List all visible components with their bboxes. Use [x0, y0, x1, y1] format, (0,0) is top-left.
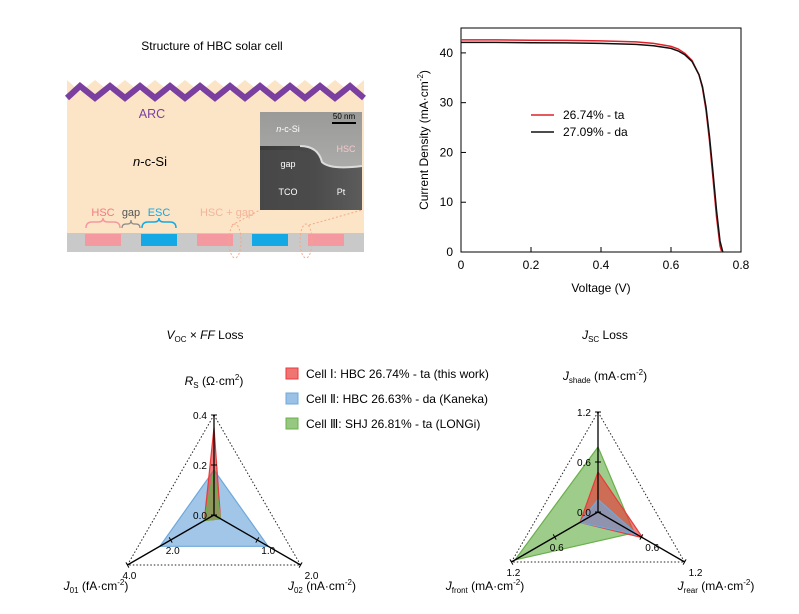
jsc-tick-label: 1.2: [689, 568, 703, 579]
jv-xtick-label: 0.2: [523, 258, 540, 272]
hsc-contact-3: [308, 234, 344, 246]
jv-legend-da: 27.09% - da: [563, 125, 628, 139]
jv-xtick-label: 0: [458, 258, 465, 272]
hsc-label: HSC: [91, 207, 114, 219]
jsc-axis-label-jrear: Jrear (mA·cm-2): [677, 578, 755, 595]
voc-tick: [168, 537, 173, 543]
n-si-label: n-c-Si: [133, 154, 167, 169]
sem-nsi-label: n-c-Si: [276, 124, 300, 134]
voc-outer-grid: [126, 413, 302, 566]
legend-cell-1: Cell Ⅰ: HBC 26.74% - ta (this work): [306, 367, 489, 381]
jv-ticks: 0 0.2 0.4 0.6 0.8 0 10 20 30 40: [440, 46, 750, 272]
jsc-tick-label: 0.6: [645, 543, 659, 554]
jv-line-ta: [461, 39, 723, 253]
jsc-axis-label-jshade: Jshade (mA·cm-2): [562, 368, 647, 385]
jsc-tick-label: 0.6: [550, 543, 564, 554]
jsc-outer-grid: [510, 410, 686, 563]
legend-swatch-cell-2: [285, 392, 299, 405]
gap-brace: [121, 219, 141, 229]
zoom-line-1: [231, 209, 261, 226]
legend-cell-2: Cell Ⅱ: HBC 26.63% - da (Kaneka): [306, 392, 488, 406]
voc-tick-label: 0.4: [193, 411, 207, 422]
zoom-line-2: [308, 209, 363, 226]
jv-ytick-label: 10: [440, 195, 454, 209]
jv-legend-ta: 26.74% - ta: [563, 108, 625, 122]
jv-chart: 0 0.2 0.4 0.6 0.8 0 10 20 30 40 Voltage (V) Curre…: [416, 27, 750, 295]
sem-gap-label: gap: [280, 159, 295, 169]
jsc-tick-label: 1.2: [506, 568, 520, 579]
jsc-tick: [639, 534, 644, 540]
sem-gap-region: [260, 150, 316, 210]
jv-xlabel: Voltage (V): [571, 281, 630, 295]
hsc-gap-ellipse-1: [228, 223, 242, 259]
voc-tick-label: 4.0: [122, 571, 136, 582]
jv-series: [461, 39, 724, 253]
hsc-contact-1: [85, 234, 121, 246]
voc-tick: [298, 562, 303, 568]
gap-label: gap: [122, 207, 140, 219]
legend-swatch-cell-3: [285, 417, 299, 430]
sem-inset: 50 nm n-c-Si HSC gap TCO Pt: [260, 112, 363, 210]
hsc-gap-label: HSC + gap: [200, 207, 254, 219]
legend-cell-3: Cell Ⅲ: SHJ 26.81% - ta (LONGi): [306, 417, 480, 431]
voc-tick-label: 0.2: [193, 461, 207, 472]
arc-layer: [67, 80, 364, 92]
jsc-tick-label: 0.0: [577, 508, 591, 519]
radar-legend: Cell Ⅰ: HBC 26.74% - ta (this work) Cell…: [285, 367, 489, 431]
jv-ylabel: Current Density (mA·cm-2): [416, 70, 431, 210]
scale-bar: [332, 122, 356, 124]
voc-radar-title: VOC × FF Loss: [166, 328, 243, 344]
voc-tick-label: 2.0: [305, 571, 319, 582]
esc-label: ESC: [148, 207, 171, 219]
hsc-gap-ellipse-2: [299, 223, 313, 259]
structure-title: Structure of HBC solar cell: [141, 39, 282, 53]
jv-xtick-label: 0.4: [593, 258, 610, 272]
jv-ytick-label: 0: [446, 245, 453, 259]
jsc-radar-title: JSC Loss: [581, 328, 628, 344]
jv-xtick-label: 0.6: [663, 258, 680, 272]
jsc-tick: [682, 559, 687, 565]
voc-tick-label: 2.0: [166, 546, 180, 557]
esc-contact-2: [252, 234, 288, 246]
hsc-contact-2: [197, 234, 233, 246]
voc-tick-label: 1.0: [261, 546, 275, 557]
jsc-tick: [552, 534, 557, 540]
esc-brace: [141, 217, 177, 229]
voc-axis-label-j02: J02 (nA·cm-2): [287, 578, 356, 595]
voc-tick: [125, 562, 130, 568]
voc-axis-label-j01: J01 (fA·cm-2): [63, 578, 129, 595]
jv-ytick-label: 20: [440, 145, 454, 159]
jv-line-da: [461, 41, 724, 253]
jsc-series-cell-ⅲ: [513, 445, 635, 561]
esc-contact-1: [141, 234, 177, 246]
scale-bar-label: 50 nm: [333, 112, 356, 121]
voc-series-cell-ⅲ: [203, 469, 222, 522]
voc-tick-label: 0.0: [193, 511, 207, 522]
jv-ytick-label: 40: [440, 46, 454, 60]
voc-tick: [255, 537, 260, 543]
jsc-tick-label: 1.2: [577, 408, 591, 419]
legend-swatch-cell-1: [285, 367, 299, 380]
voc-axis-label-rs: RS (Ω·cm2): [185, 373, 244, 390]
jsc-tick: [509, 559, 514, 565]
jsc-tick-label: 0.6: [577, 458, 591, 469]
jv-plot-frame: [460, 27, 742, 253]
sem-pt-label: Pt: [337, 187, 346, 197]
structure-panel: Structure of HBC solar cell ARC n-c-Si H…: [64, 39, 366, 259]
hsc-brace: [85, 217, 121, 229]
jv-xtick-label: 0.8: [733, 258, 750, 272]
jsc-axis-label-jfront: Jfront (mA·cm-2): [445, 578, 524, 595]
arc-zigzag: [64, 82, 366, 102]
sem-tco-label: TCO: [279, 187, 298, 197]
jv-ytick-label: 30: [440, 96, 454, 110]
arc-label: ARC: [139, 107, 165, 121]
sem-hsc-label: HSC: [336, 144, 356, 154]
sem-interface: [299, 145, 363, 169]
